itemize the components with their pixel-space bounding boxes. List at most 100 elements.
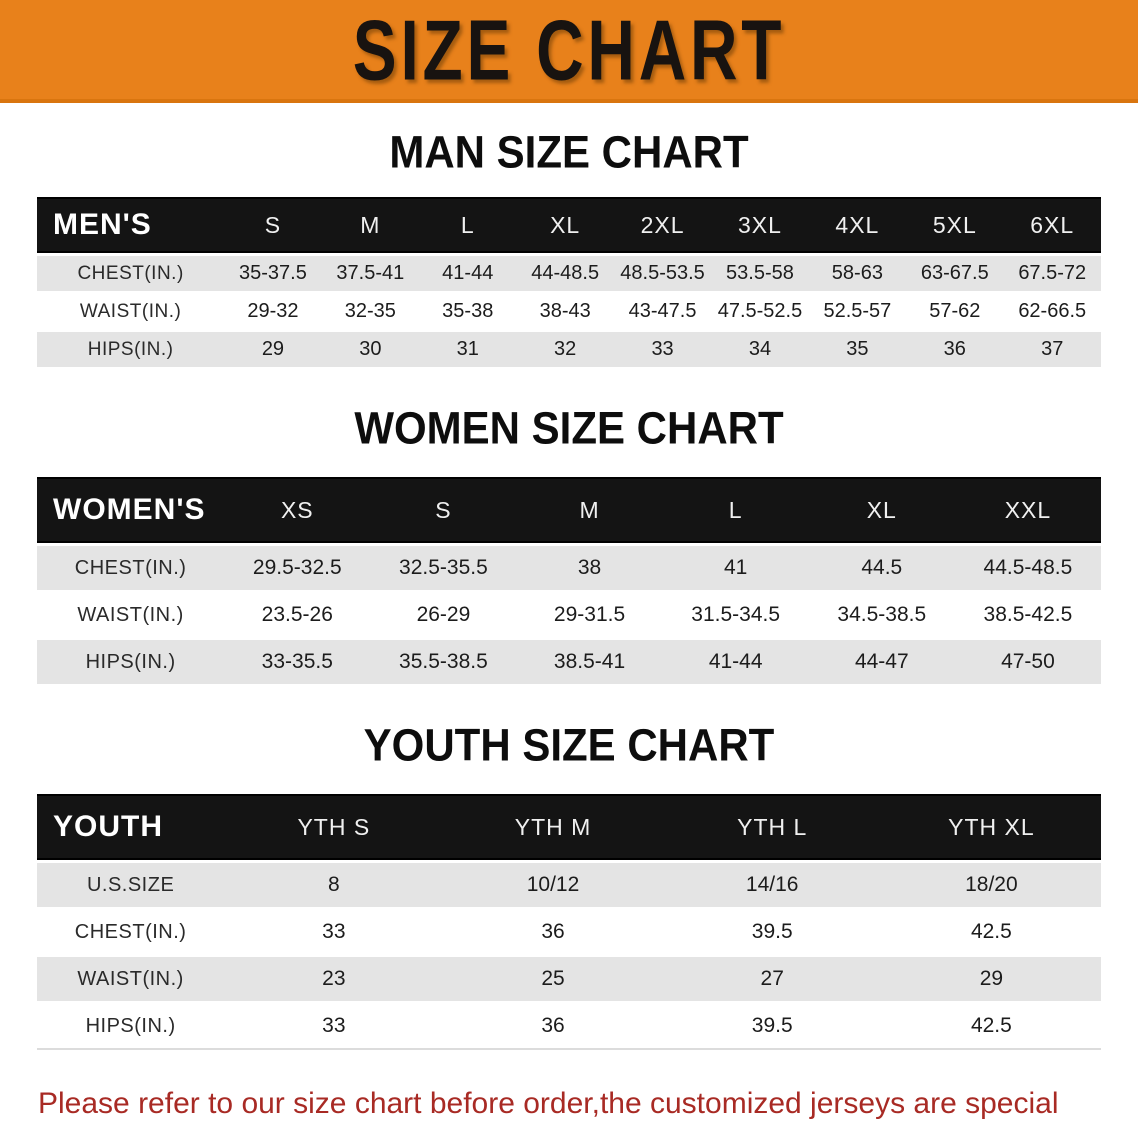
measurement-value: 25	[443, 957, 663, 1001]
man-size-chart-heading: MAN SIZE CHART	[389, 126, 749, 178]
measurement-value: 35-37.5	[224, 256, 322, 291]
table-header-row: YOUTH YTH S YTH M YTH L YTH XL	[37, 794, 1101, 860]
measurement-value: 44.5-48.5	[954, 546, 1101, 590]
size-column-header: L	[662, 477, 809, 543]
table-group-label: MEN'S	[37, 197, 225, 253]
size-column-header: 4XL	[808, 197, 907, 253]
measurement-value: 48.5-53.5	[613, 256, 712, 291]
measurement-value: 33	[224, 1004, 444, 1050]
size-column-header: M	[516, 477, 663, 543]
measurement-value: 23.5-26	[224, 593, 371, 637]
measurement-value: 29-32	[224, 294, 322, 329]
measurement-value: 39.5	[662, 910, 882, 954]
size-column-header: XL	[808, 477, 955, 543]
table-row: HIPS(IN.) 33-35.5 35.5-38.5 38.5-41 41-44 44-…	[37, 640, 1101, 684]
size-column-header: 2XL	[613, 197, 712, 253]
size-column-header: S	[370, 477, 517, 543]
measurement-value: 31.5-34.5	[662, 593, 809, 637]
table-row: CHEST(IN.) 35-37.5 37.5-41 41-44 44-48.5 48.5…	[37, 256, 1101, 291]
table-row: CHEST(IN.) 29.5-32.5 32.5-35.5 38 41 44.5 44.5…	[37, 546, 1101, 590]
measurement-value: 27	[662, 957, 882, 1001]
measurement-label: CHEST(IN.)	[37, 910, 225, 954]
size-column-header: YTH S	[224, 794, 444, 860]
measurement-value: 53.5-58	[711, 256, 809, 291]
measurement-value: 36	[906, 332, 1004, 367]
measurement-value: 30	[321, 332, 420, 367]
measurement-value: 41	[662, 546, 809, 590]
size-column-header: XXL	[954, 477, 1101, 543]
size-column-header: 6XL	[1003, 197, 1101, 253]
measurement-label: HIPS(IN.)	[37, 1004, 225, 1050]
measurement-value: 32.5-35.5	[370, 546, 517, 590]
measurement-value: 43-47.5	[613, 294, 712, 329]
measurement-value: 29-31.5	[516, 593, 663, 637]
size-column-header: XL	[516, 197, 614, 253]
measurement-value: 33	[224, 910, 444, 954]
table-group-label: WOMEN'S	[37, 477, 225, 543]
measurement-value: 23	[224, 957, 444, 1001]
measurement-value: 32-35	[321, 294, 420, 329]
measurement-value: 18/20	[881, 863, 1101, 907]
measurement-value: 47-50	[954, 640, 1101, 684]
measurement-value: 38-43	[516, 294, 614, 329]
table-group-label: YOUTH	[37, 794, 225, 860]
measurement-value: 29	[224, 332, 322, 367]
measurement-label: HIPS(IN.)	[37, 640, 225, 684]
measurement-value: 29.5-32.5	[224, 546, 371, 590]
table-header-row: MEN'S S M L XL 2XL 3XL 4XL 5XL 6XL	[37, 197, 1101, 253]
measurement-value: 58-63	[808, 256, 907, 291]
table-row: U.S.SIZE 8 10/12 14/16 18/20	[37, 863, 1101, 907]
measurement-value: 62-66.5	[1003, 294, 1101, 329]
size-column-header: YTH M	[443, 794, 663, 860]
measurement-value: 31	[419, 332, 517, 367]
measurement-value: 29	[881, 957, 1101, 1001]
measurement-value: 42.5	[881, 1004, 1101, 1050]
measurement-value: 36	[443, 910, 663, 954]
measurement-value: 47.5-52.5	[711, 294, 809, 329]
table-row: HIPS(IN.) 29 30 31 32 33 34 35 36 37	[37, 332, 1101, 367]
measurement-value: 44-47	[808, 640, 955, 684]
table-row: WAIST(IN.) 23 25 27 29	[37, 957, 1101, 1001]
measurement-value: 37.5-41	[321, 256, 420, 291]
measurement-value: 8	[224, 863, 444, 907]
table-row: WAIST(IN.) 23.5-26 26-29 29-31.5 31.5-34.5 34…	[37, 593, 1101, 637]
measurement-label: U.S.SIZE	[37, 863, 225, 907]
size-column-header: XS	[224, 477, 371, 543]
measurement-value: 34.5-38.5	[808, 593, 955, 637]
measurement-value: 44.5	[808, 546, 955, 590]
size-column-header: S	[224, 197, 322, 253]
measurement-value: 33	[613, 332, 712, 367]
measurement-value: 42.5	[881, 910, 1101, 954]
measurement-value: 38.5-41	[516, 640, 663, 684]
order-policy-note-line1: Please refer to our size chart before or…	[38, 1087, 1059, 1120]
table-row: CHEST(IN.) 33 36 39.5 42.5	[37, 910, 1101, 954]
measurement-value: 33-35.5	[224, 640, 371, 684]
measurement-value: 38	[516, 546, 663, 590]
table-row: WAIST(IN.) 29-32 32-35 35-38 38-43 43-47.5 47.…	[37, 294, 1101, 329]
measurement-label: CHEST(IN.)	[37, 256, 225, 291]
size-column-header: L	[419, 197, 517, 253]
measurement-value: 38.5-42.5	[954, 593, 1101, 637]
measurement-value: 67.5-72	[1003, 256, 1101, 291]
measurement-value: 14/16	[662, 863, 882, 907]
measurement-label: HIPS(IN.)	[37, 332, 225, 367]
measurement-value: 39.5	[662, 1004, 882, 1050]
table-header-row: WOMEN'S XS S M L XL XXL	[37, 477, 1101, 543]
measurement-value: 37	[1003, 332, 1101, 367]
womens-size-table: WOMEN'S XS S M L XL XXL CHEST(IN.) 29.5-32.5 32.5…	[37, 474, 1101, 687]
measurement-value: 63-67.5	[906, 256, 1004, 291]
youth-size-table: YOUTH YTH S YTH M YTH L YTH XL U.S.SIZE 8 10/12…	[37, 791, 1101, 1053]
measurement-value: 41-44	[662, 640, 809, 684]
size-column-header: M	[321, 197, 420, 253]
size-column-header: 5XL	[906, 197, 1004, 253]
size-column-header: YTH XL	[881, 794, 1101, 860]
measurement-value: 32	[516, 332, 614, 367]
measurement-value: 10/12	[443, 863, 663, 907]
measurement-value: 35.5-38.5	[370, 640, 517, 684]
banner: SIZE CHART	[0, 0, 1138, 103]
measurement-value: 57-62	[906, 294, 1004, 329]
measurement-value: 44-48.5	[516, 256, 614, 291]
youth-size-chart-heading: YOUTH SIZE CHART	[363, 719, 775, 771]
measurement-value: 34	[711, 332, 809, 367]
